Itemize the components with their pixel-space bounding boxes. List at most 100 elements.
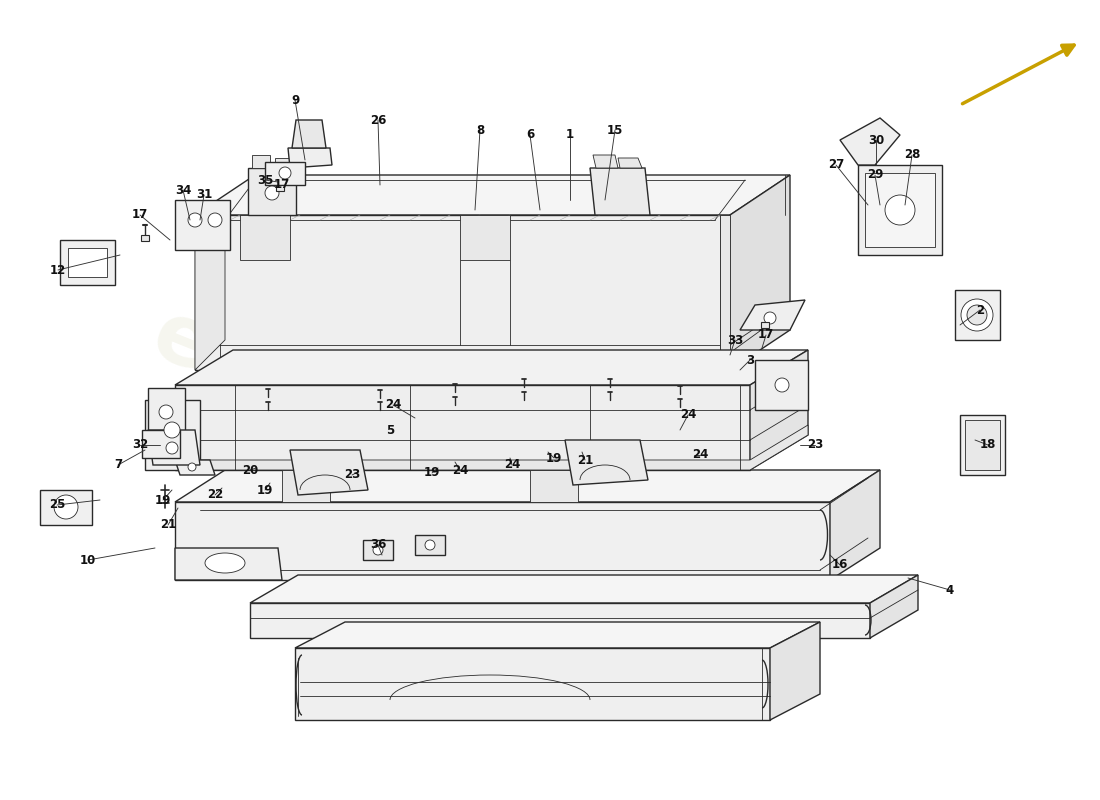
Circle shape	[425, 540, 435, 550]
Text: 23: 23	[807, 438, 823, 451]
Polygon shape	[292, 120, 326, 148]
Circle shape	[967, 305, 987, 325]
Polygon shape	[240, 215, 290, 260]
Text: 21: 21	[576, 454, 593, 466]
Text: 20: 20	[242, 463, 258, 477]
Polygon shape	[252, 155, 270, 168]
Polygon shape	[142, 430, 180, 458]
Circle shape	[188, 463, 196, 471]
Polygon shape	[175, 460, 214, 475]
Polygon shape	[858, 165, 942, 255]
Polygon shape	[175, 350, 808, 385]
Text: 24: 24	[504, 458, 520, 471]
Text: a passion for parts since1985: a passion for parts since1985	[216, 412, 645, 608]
Polygon shape	[770, 622, 820, 720]
Text: 29: 29	[867, 169, 883, 182]
Polygon shape	[141, 235, 149, 241]
Text: 24: 24	[680, 409, 696, 422]
Polygon shape	[750, 350, 808, 470]
Text: 15: 15	[607, 123, 624, 137]
Polygon shape	[175, 200, 230, 250]
Polygon shape	[250, 575, 918, 603]
Text: 19: 19	[155, 494, 172, 506]
Text: 16: 16	[832, 558, 848, 571]
Text: 28: 28	[904, 149, 921, 162]
Polygon shape	[730, 175, 790, 370]
Circle shape	[373, 545, 383, 555]
Polygon shape	[960, 415, 1005, 475]
Polygon shape	[276, 185, 284, 191]
Polygon shape	[175, 385, 750, 470]
Text: 24: 24	[385, 398, 402, 411]
Circle shape	[54, 495, 78, 519]
Polygon shape	[740, 300, 805, 330]
Polygon shape	[148, 430, 200, 465]
Circle shape	[265, 186, 279, 200]
Text: 19: 19	[256, 483, 273, 497]
Polygon shape	[593, 155, 618, 168]
Circle shape	[776, 378, 789, 392]
Text: eurospares: eurospares	[140, 294, 660, 566]
Polygon shape	[618, 158, 642, 168]
Text: 36: 36	[370, 538, 386, 551]
Polygon shape	[865, 173, 935, 247]
Text: 23: 23	[344, 469, 360, 482]
Text: 7: 7	[114, 458, 122, 471]
Text: 32: 32	[132, 438, 148, 451]
Text: 22: 22	[207, 489, 223, 502]
Polygon shape	[175, 548, 282, 580]
Text: 35: 35	[256, 174, 273, 186]
Polygon shape	[761, 322, 769, 328]
Text: 2: 2	[976, 303, 984, 317]
Polygon shape	[295, 648, 770, 720]
Circle shape	[886, 195, 915, 225]
Text: 30: 30	[868, 134, 884, 146]
Circle shape	[961, 299, 993, 331]
Polygon shape	[965, 420, 1000, 470]
Polygon shape	[40, 490, 92, 525]
Text: 6: 6	[526, 129, 535, 142]
Text: 3: 3	[746, 354, 755, 366]
Polygon shape	[295, 622, 820, 648]
Polygon shape	[250, 603, 870, 638]
Polygon shape	[870, 575, 918, 638]
Polygon shape	[195, 215, 226, 370]
Polygon shape	[275, 158, 292, 168]
Polygon shape	[265, 162, 305, 185]
Text: 26: 26	[370, 114, 386, 126]
Circle shape	[164, 422, 180, 438]
Polygon shape	[415, 535, 446, 555]
Text: 17: 17	[758, 329, 774, 342]
Text: 17: 17	[132, 209, 148, 222]
Text: 10: 10	[80, 554, 96, 566]
Polygon shape	[565, 440, 648, 485]
Text: 17: 17	[274, 178, 290, 191]
Text: 25: 25	[48, 498, 65, 511]
Circle shape	[188, 213, 202, 227]
Polygon shape	[248, 168, 296, 215]
Ellipse shape	[205, 553, 245, 573]
Polygon shape	[955, 290, 1000, 340]
Polygon shape	[195, 215, 730, 370]
Text: 9: 9	[290, 94, 299, 106]
Text: 8: 8	[476, 123, 484, 137]
Polygon shape	[175, 502, 830, 580]
Text: 21: 21	[160, 518, 176, 531]
Text: 12: 12	[50, 263, 66, 277]
Polygon shape	[175, 470, 880, 502]
Polygon shape	[530, 470, 578, 502]
Text: 1: 1	[565, 129, 574, 142]
Polygon shape	[148, 388, 185, 435]
Text: 24: 24	[692, 449, 708, 462]
Circle shape	[279, 167, 292, 179]
Text: 27: 27	[828, 158, 844, 171]
Circle shape	[764, 312, 776, 324]
Circle shape	[160, 405, 173, 419]
Circle shape	[208, 213, 222, 227]
Polygon shape	[175, 425, 808, 470]
Polygon shape	[590, 168, 650, 215]
Polygon shape	[282, 470, 330, 502]
Text: 33: 33	[727, 334, 744, 346]
Polygon shape	[60, 240, 116, 285]
Text: 4: 4	[946, 583, 954, 597]
